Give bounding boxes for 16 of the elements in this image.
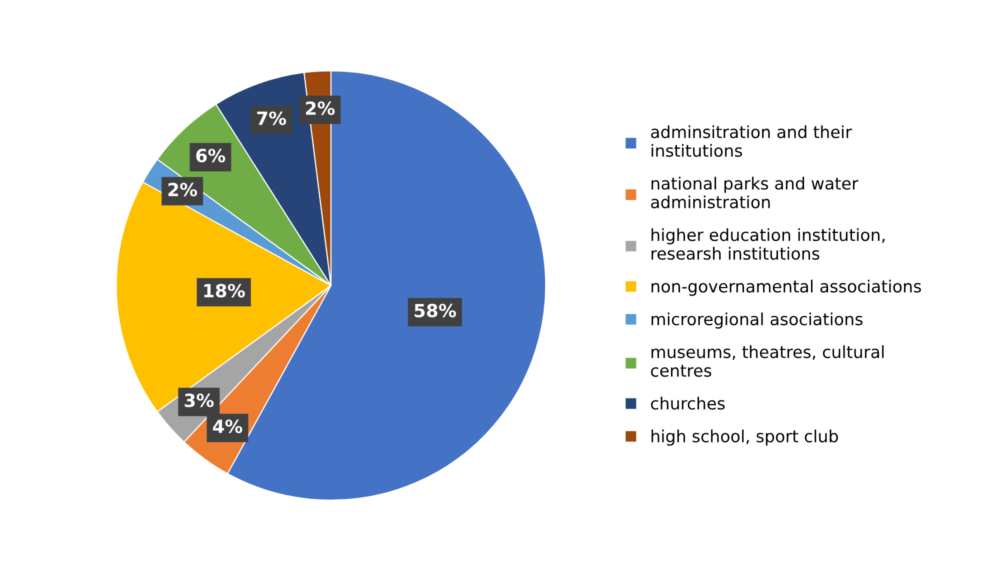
legend-label: museums, theatres, cultural centres <box>651 345 884 377</box>
legend-label: adminsitration and their institutions <box>651 125 852 157</box>
data-label: 6% <box>196 148 226 162</box>
data-label: 2% <box>168 182 198 196</box>
data-label: 58% <box>414 304 456 318</box>
legend-label: high school, sport club <box>652 430 838 446</box>
legend-label: national parks and water administration <box>651 176 858 208</box>
legend-label: microregional asociations <box>652 312 863 329</box>
legend-label: churches <box>651 396 725 410</box>
data-label: 2% <box>306 101 335 116</box>
data-label: 18% <box>204 284 245 298</box>
data-label: 3% <box>184 394 214 408</box>
data-label: 7% <box>257 111 286 126</box>
legend-label: higher education institution, researsh institutions <box>652 228 885 260</box>
data-label: 4% <box>212 420 242 434</box>
legend-label: non-governamental associations <box>652 280 921 296</box>
